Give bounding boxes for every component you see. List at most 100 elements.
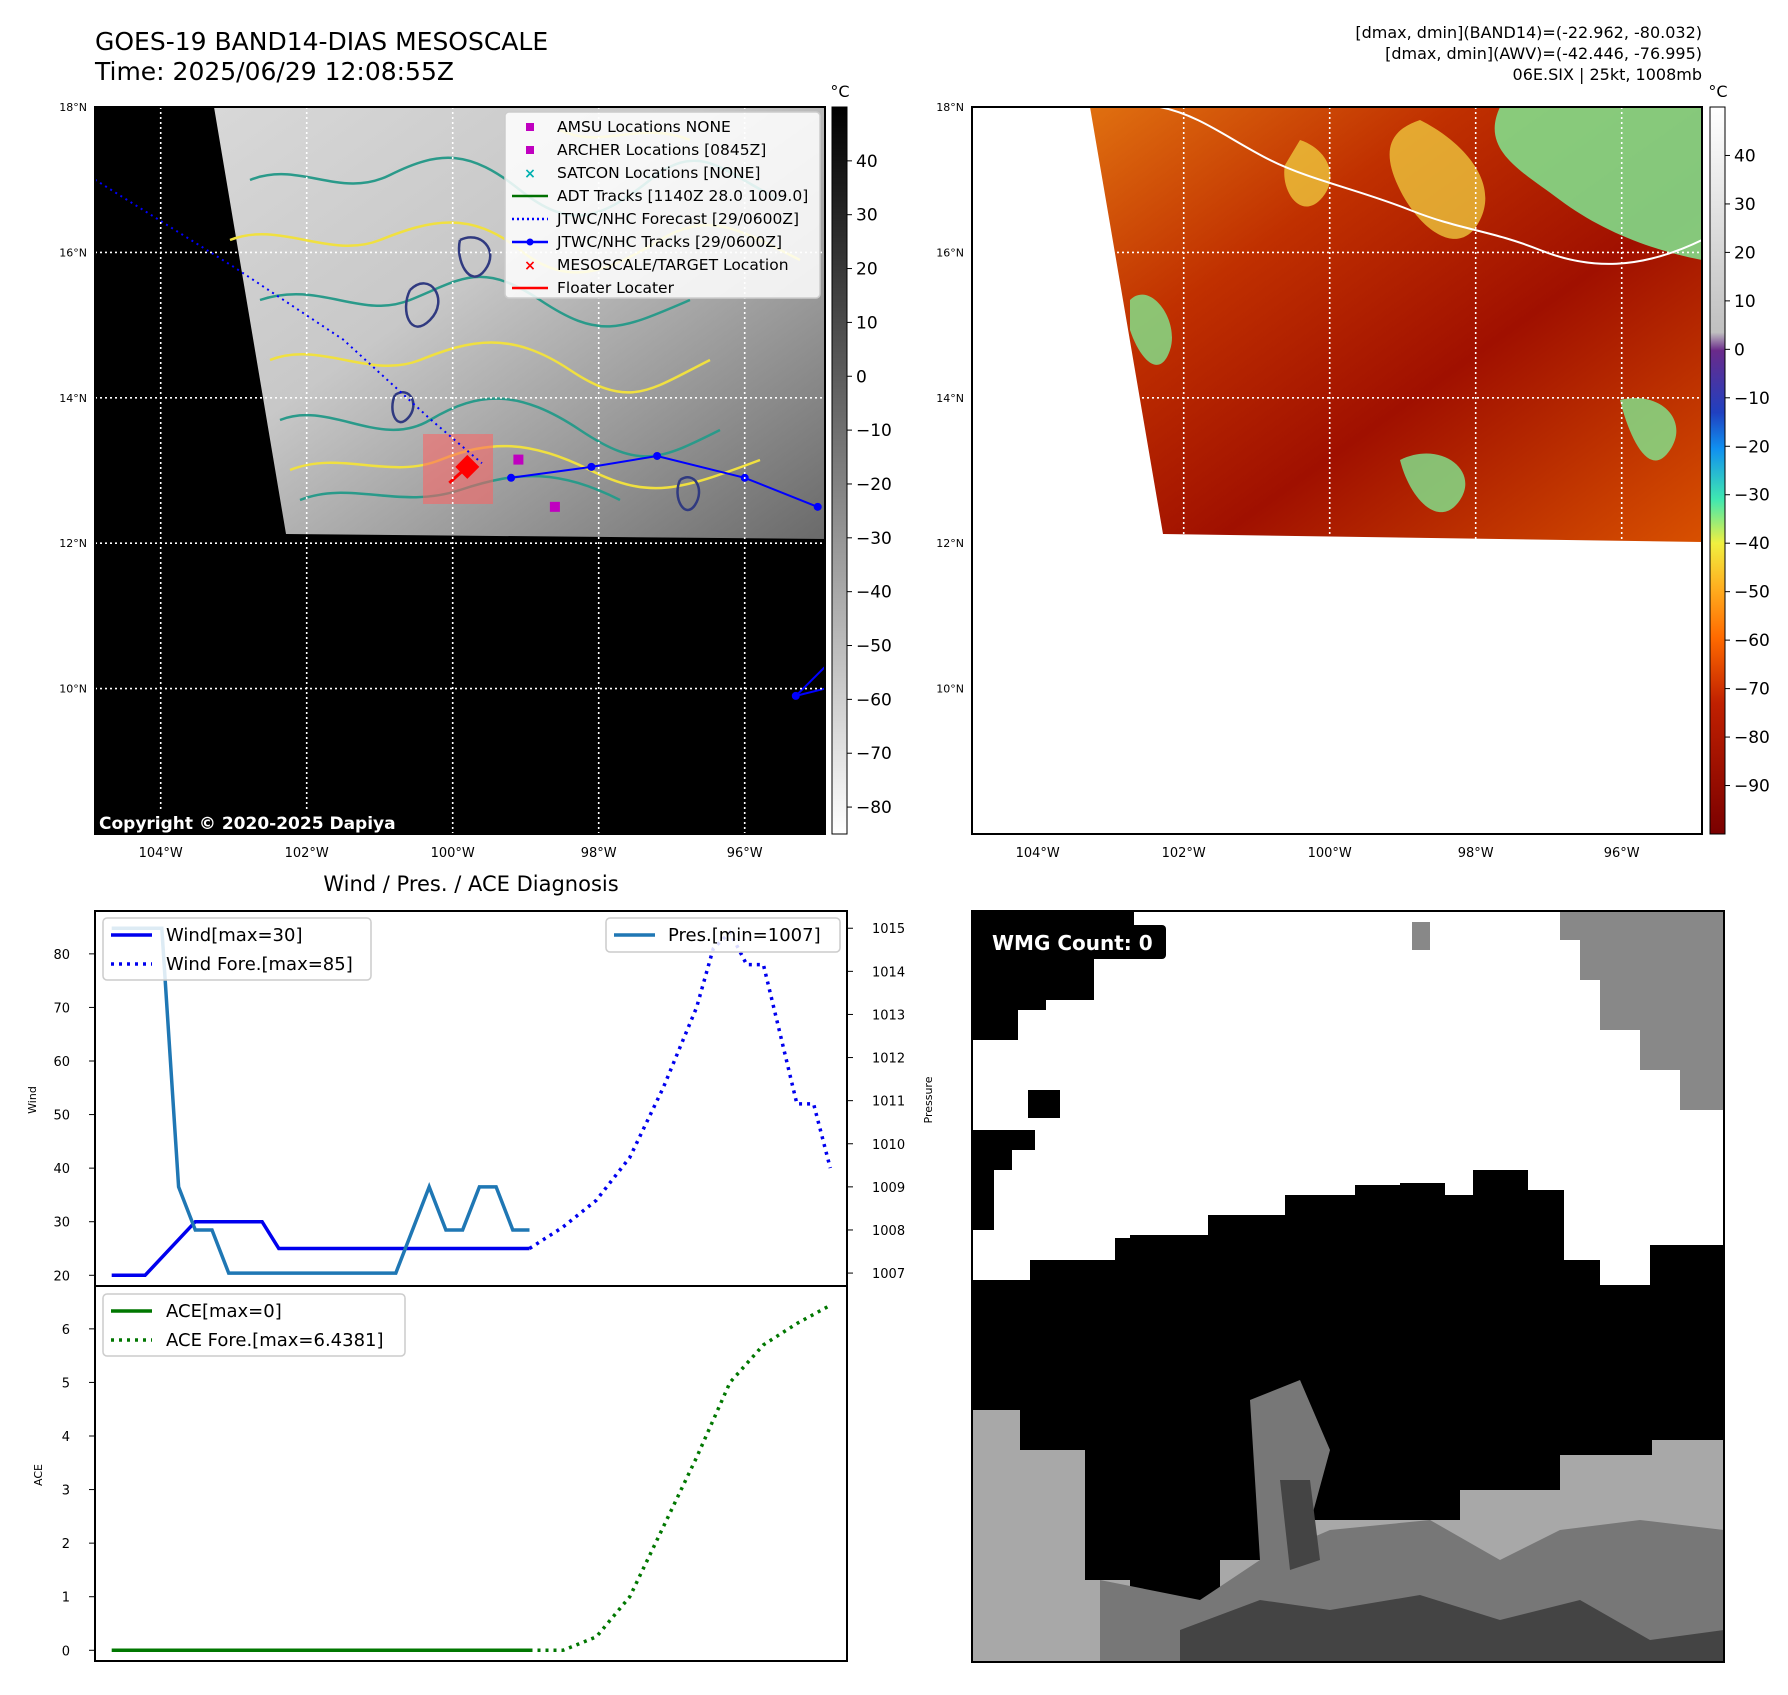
ir-map-panel: 18°N 16°N 14°N 12°N 10°N 104°W 102°W 100°W 98°W…: [59, 101, 826, 861]
ir-lon-label: 98°W: [581, 846, 617, 861]
legend-item-label: SATCON Locations [NONE]: [557, 164, 760, 182]
dias-colorbar-tick-label: −80: [1734, 728, 1770, 748]
dias-colorbar: °C 40 30 20 10 0 −10 −20 −30 −40 −50 −60 −70 −80 −90: [1708, 82, 1770, 835]
ir-lat-label: 12°N: [59, 537, 87, 550]
pressure-legend: Pres.[min=1007]: [605, 917, 841, 953]
diagnosis-title: Wind / Pres. / ACE Diagnosis: [323, 872, 618, 896]
legend-item-label: ARCHER Locations [0845Z]: [557, 141, 766, 159]
figure-time: Time: 2025/06/29 12:08:55Z: [94, 57, 454, 86]
ir-lon-label: 102°W: [285, 846, 329, 861]
wind-legend: Wind[max=30] Wind Fore.[max=85]: [102, 917, 372, 981]
ir-colorbar-tick-label: 30: [856, 206, 878, 226]
dias-yellow-region: [1284, 120, 1486, 239]
ace-forecast-series-line: [529, 1303, 832, 1653]
ace-fore-legend-label: ACE Fore.[max=6.4381]: [166, 1330, 384, 1351]
wmg-mid-gray-area: [1100, 1380, 1724, 1662]
wind-ytick-label: 60: [53, 1055, 70, 1070]
pressure-ytick-label: 1015: [872, 922, 905, 937]
dias-colorbar-tick-label: 0: [1734, 340, 1745, 360]
ace-legend-label: ACE[max=0]: [166, 1301, 282, 1322]
dias-colorbar-tick-label: −70: [1734, 680, 1770, 700]
wmg-panel: WMG Count: 0: [971, 910, 1725, 1663]
dias-coastline: [1159, 107, 1702, 265]
dias-lon-label: 102°W: [1162, 846, 1206, 861]
wind-series-line: [111, 1219, 530, 1278]
dias-colorbar-tick-label: 10: [1734, 292, 1756, 312]
dias-lon-label: 96°W: [1604, 846, 1640, 861]
wind-pressure-chart: Wind / Pres. / ACE Diagnosis 20 30 40 50 60 7…: [26, 872, 935, 1287]
ir-lon-label: 104°W: [139, 846, 183, 861]
legend-marker-square: [526, 146, 534, 154]
ace-ytick-label: 5: [62, 1376, 70, 1391]
pressure-axis-label: Pressure: [922, 1076, 935, 1123]
dias-colorbar-tick-label: 40: [1734, 146, 1756, 166]
ace-ytick-label: 1: [62, 1591, 70, 1606]
ir-lon-label: 96°W: [727, 846, 763, 861]
dias-lat-label: 14°N: [936, 392, 964, 405]
dias-colorbar-tick-label: −60: [1734, 631, 1770, 651]
wind-fore-legend-label: Wind Fore.[max=85]: [166, 954, 353, 975]
pressure-ytick-label: 1008: [872, 1224, 905, 1239]
jtwc-track-point: [653, 451, 662, 460]
ir-contour-navy: [391, 236, 701, 512]
legend-item-label: AMSU Locations NONE: [557, 118, 731, 136]
legend-frame: [504, 111, 821, 299]
dias-colorbar-tick-label: −90: [1734, 777, 1770, 797]
ir-colorbar-tick-label: −40: [856, 583, 892, 603]
dias-colorbar-bar: [1709, 106, 1726, 835]
pressure-ytick-label: 1012: [872, 1052, 905, 1067]
ace-ytick-label: 6: [62, 1323, 70, 1338]
ir-lat-label: 14°N: [59, 392, 87, 405]
ace-legend-frame: [102, 1293, 406, 1357]
dias-colorbar-tick-label: 30: [1734, 195, 1756, 215]
ir-colorbar-tick-label: −60: [856, 690, 892, 710]
legend-item-label: JTWC/NHC Tracks [29/0600Z]: [556, 233, 782, 251]
dias-lon-label: 100°W: [1308, 846, 1352, 861]
legend-marker-square: [526, 123, 534, 131]
jtwc-track-point: [813, 502, 822, 511]
wind-ytick-label: 40: [53, 1162, 70, 1177]
dias-map-panel: 18°N 16°N 14°N 12°N 10°N 104°W 102°W 100°W 98°W…: [936, 101, 1703, 861]
floater-locater-line: [448, 465, 469, 484]
dias-lat-label: 18°N: [936, 101, 964, 114]
wind-ytick-label: 70: [53, 1001, 70, 1016]
ace-chart: 0 1 2 3 4 5 6 ACE ACE[max=0] ACE Fore.[max=6.4…: [32, 1285, 848, 1662]
stats-band14: [dmax, dmin](BAND14)=(-22.962, -80.032): [1355, 23, 1702, 42]
wmg-count-box: [984, 925, 1166, 959]
wmg-count-label: WMG Count: 0: [992, 931, 1153, 955]
ace-legend: ACE[max=0] ACE Fore.[max=6.4381]: [102, 1293, 406, 1357]
dias-imagery: [1090, 107, 1702, 542]
jtwc-track-point: [791, 691, 800, 700]
legend-marker-x: ×: [524, 258, 536, 274]
ir-colorbar-tick-label: −20: [856, 475, 892, 495]
ir-colorbar-tick-label: −50: [856, 637, 892, 657]
dias-lon-label: 104°W: [1016, 846, 1060, 861]
wind-forecast-series-line: [528, 929, 832, 1250]
ir-colorbar-tick-label: 0: [856, 367, 867, 387]
jtwc-track-extra: [795, 687, 825, 697]
ir-colorbar: °C 40 30 20 10 0 −10 −20 −30 −40 −50 −60 −70 −80: [830, 82, 892, 835]
jtwc-forecast-line: [95, 178, 483, 464]
ir-lat-label: 10°N: [59, 683, 87, 696]
ir-lat-label: 16°N: [59, 246, 87, 259]
wmg-black-band: [972, 1170, 1724, 1600]
figure-title: GOES-19 BAND14-DIAS MESOSCALE: [95, 27, 548, 56]
ir-lon-label: 100°W: [431, 846, 475, 861]
dias-colorbar-tick-label: −10: [1734, 389, 1770, 409]
dias-colorbar-tick-label: 20: [1734, 243, 1756, 263]
legend-item-label: ADT Tracks [1140Z 28.0 1009.0]: [557, 187, 808, 205]
dias-lat-label: 10°N: [936, 683, 964, 696]
dias-green-region: [1494, 107, 1702, 260]
jtwc-track-point: [507, 473, 516, 482]
dias-colorbar-tick-label: −20: [1734, 437, 1770, 457]
wmg-gray-top-right: [1412, 911, 1724, 1110]
wmg-frame: [971, 910, 1725, 1663]
jtwc-track-extra2: [795, 666, 825, 697]
ir-map-frame: [94, 106, 826, 835]
pressure-ytick-label: 1011: [872, 1095, 905, 1110]
wmg-dark-gray-area: [1180, 1480, 1724, 1662]
legend-marker-x: ×: [524, 166, 536, 182]
dias-green-region-2: [1130, 294, 1677, 513]
copyright-box: [95, 810, 405, 834]
